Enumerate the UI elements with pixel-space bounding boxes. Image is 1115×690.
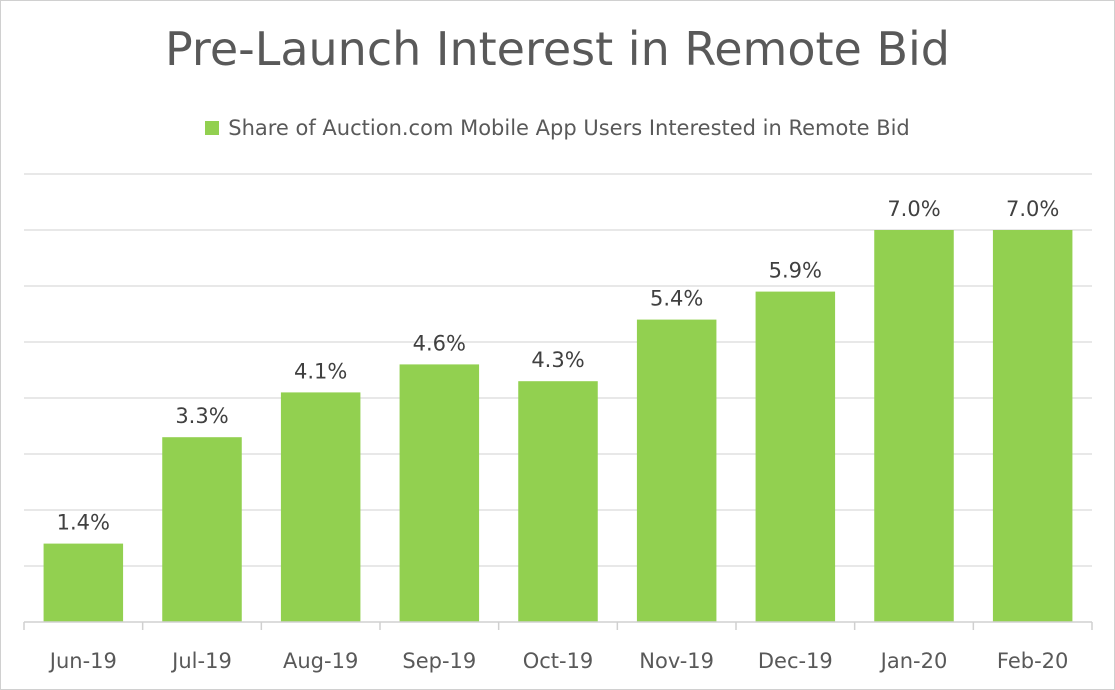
x-tick-label: Aug-19: [283, 649, 358, 673]
bar: [43, 543, 124, 622]
x-tick-label: Feb-20: [997, 649, 1068, 673]
legend: Share of Auction.com Mobile App Users In…: [0, 116, 1115, 140]
bar: [399, 364, 480, 622]
x-tick-label: Sep-19: [402, 649, 476, 673]
x-tick-label: Dec-19: [758, 649, 833, 673]
data-label: 4.3%: [531, 348, 584, 372]
bar: [874, 230, 954, 622]
data-label: 5.9%: [769, 259, 822, 283]
data-label: 4.1%: [294, 359, 347, 383]
x-tick-label: Jun-19: [48, 649, 117, 673]
bar: [518, 381, 598, 622]
data-label: 4.6%: [413, 331, 466, 355]
legend-label: Share of Auction.com Mobile App Users In…: [228, 116, 910, 140]
data-label: 1.4%: [57, 511, 110, 535]
bar: [992, 230, 1073, 622]
bar: [755, 291, 836, 622]
x-tick-label: Jul-19: [170, 649, 232, 673]
x-tick-label: Nov-19: [639, 649, 714, 673]
data-label: 3.3%: [175, 404, 228, 428]
data-label: 7.0%: [887, 197, 940, 221]
data-label: 7.0%: [1006, 197, 1059, 221]
bar: [162, 437, 242, 622]
data-label: 5.4%: [650, 287, 703, 311]
bar: [636, 319, 717, 622]
chart-title: Pre-Launch Interest in Remote Bid: [164, 22, 950, 76]
x-tick-label: Jan-20: [879, 649, 948, 673]
x-tick-label: Oct-19: [523, 649, 594, 673]
bar: [280, 392, 361, 622]
legend-swatch: [205, 121, 220, 135]
